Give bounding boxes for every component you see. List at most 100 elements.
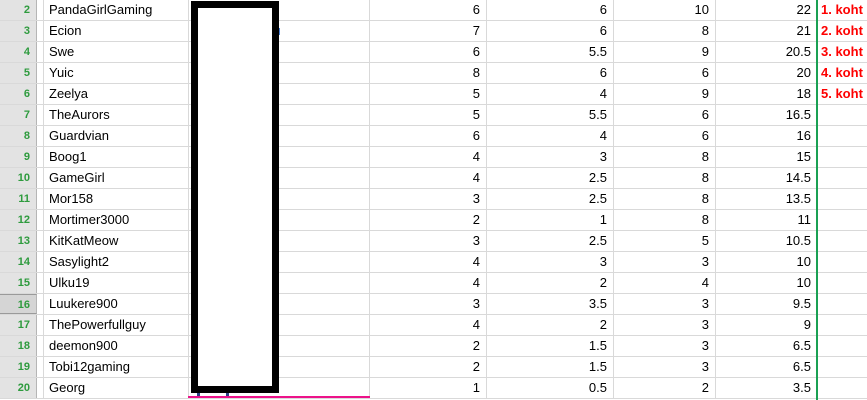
row-header[interactable]: 18: [0, 336, 37, 356]
cell-total[interactable]: 3.5: [792, 380, 811, 395]
cell-rank-label[interactable]: 5. koht: [821, 86, 863, 101]
cell-player-name[interactable]: Ulku19: [44, 273, 189, 293]
cell-rank-label[interactable]: 3. koht: [821, 44, 863, 59]
cell-score-1[interactable]: 4: [370, 273, 487, 293]
cell-player-name[interactable]: PandaGirlGaming: [44, 0, 189, 20]
cell-score-3[interactable]: 8: [614, 189, 716, 209]
row-header[interactable]: 12: [0, 210, 37, 230]
cell-score-3[interactable]: 8: [614, 210, 716, 230]
cell-score-3[interactable]: 6: [614, 63, 716, 83]
cell-hidden-column[interactable]: [189, 21, 370, 41]
cell-rank-label[interactable]: 4. koht: [821, 65, 863, 80]
cell-rank-label[interactable]: 1. koht: [821, 2, 863, 17]
cell-hidden-column[interactable]: [189, 357, 370, 377]
cell-score-1[interactable]: 3: [370, 231, 487, 251]
cell-score-3[interactable]: 3: [614, 336, 716, 356]
cell-score-2[interactable]: 4: [487, 84, 614, 104]
cell-player-name[interactable]: TheAurors: [44, 105, 189, 125]
cell-empty-narrow[interactable]: [37, 378, 44, 398]
cell-rank-label[interactable]: [817, 357, 867, 377]
cell-score-1[interactable]: 2: [370, 357, 487, 377]
cell-score-2[interactable]: 3: [487, 147, 614, 167]
row-header[interactable]: 15: [0, 273, 37, 293]
cell-score-3[interactable]: 8: [614, 168, 716, 188]
cell-score-2[interactable]: 1: [487, 210, 614, 230]
cell-rank-label[interactable]: [817, 336, 867, 356]
cell-total[interactable]: 9: [803, 317, 811, 332]
cell-score-3[interactable]: 6: [614, 126, 716, 146]
cell-total[interactable]: 10: [796, 254, 811, 269]
cell-player-name[interactable]: Tobi12gaming: [44, 357, 189, 377]
cell-score-2[interactable]: 2.5: [487, 168, 614, 188]
cell-total[interactable]: 10: [796, 275, 811, 290]
cell-hidden-column[interactable]: [189, 84, 370, 104]
cell-hidden-column[interactable]: [189, 378, 370, 398]
row-header[interactable]: 8: [0, 126, 37, 146]
row-header[interactable]: 10: [0, 168, 37, 188]
cell-rank-label[interactable]: [817, 168, 867, 188]
cell-score-2[interactable]: 2: [487, 315, 614, 335]
cell-empty-narrow[interactable]: [37, 168, 44, 188]
row-header[interactable]: 13: [0, 231, 37, 251]
cell-score-3[interactable]: 8: [614, 147, 716, 167]
cell-hidden-column[interactable]: [189, 189, 370, 209]
cell-rank-label[interactable]: [817, 378, 867, 398]
cell-player-name[interactable]: Georg: [44, 378, 189, 398]
cell-empty-narrow[interactable]: [37, 147, 44, 167]
cell-hidden-column[interactable]: [189, 336, 370, 356]
cell-player-name[interactable]: KitKatMeow: [44, 231, 189, 251]
cell-total[interactable]: 20: [796, 65, 811, 80]
cell-score-3[interactable]: 6: [614, 105, 716, 125]
cell-hidden-column[interactable]: [189, 126, 370, 146]
cell-player-name[interactable]: Mortimer3000: [44, 210, 189, 230]
cell-score-2[interactable]: 5.5: [487, 105, 614, 125]
cell-player-name[interactable]: deemon900: [44, 336, 189, 356]
cell-score-1[interactable]: 6: [370, 42, 487, 62]
cell-score-1[interactable]: 3: [370, 189, 487, 209]
cell-player-name[interactable]: Mor158: [44, 189, 189, 209]
cell-rank-label[interactable]: [817, 231, 867, 251]
cell-empty-narrow[interactable]: [37, 357, 44, 377]
cell-score-2[interactable]: 4: [487, 126, 614, 146]
cell-score-3[interactable]: 3: [614, 357, 716, 377]
cell-empty-narrow[interactable]: [37, 42, 44, 62]
cell-score-1[interactable]: 2: [370, 210, 487, 230]
cell-empty-narrow[interactable]: [37, 294, 44, 314]
cell-hidden-column[interactable]: [189, 0, 370, 20]
row-header[interactable]: 20: [0, 378, 37, 398]
row-header[interactable]: 9: [0, 147, 37, 167]
cell-hidden-column[interactable]: [189, 294, 370, 314]
cell-score-2[interactable]: 2.5: [487, 231, 614, 251]
cell-hidden-column[interactable]: [189, 315, 370, 335]
cell-rank-label[interactable]: [817, 189, 867, 209]
cell-empty-narrow[interactable]: [37, 84, 44, 104]
cell-hidden-column[interactable]: [189, 273, 370, 293]
cell-hidden-column[interactable]: [189, 252, 370, 272]
cell-total[interactable]: 21: [796, 23, 811, 38]
row-header[interactable]: 16: [0, 294, 37, 314]
row-header[interactable]: 11: [0, 189, 37, 209]
cell-hidden-column[interactable]: [189, 147, 370, 167]
cell-score-3[interactable]: 4: [614, 273, 716, 293]
cell-total[interactable]: 16: [796, 128, 811, 143]
cell-rank-label[interactable]: [817, 147, 867, 167]
row-header[interactable]: 19: [0, 357, 37, 377]
cell-score-3[interactable]: 3: [614, 252, 716, 272]
cell-score-1[interactable]: 4: [370, 168, 487, 188]
cell-score-3[interactable]: 5: [614, 231, 716, 251]
row-header[interactable]: 2: [0, 0, 37, 20]
cell-empty-narrow[interactable]: [37, 189, 44, 209]
cell-score-1[interactable]: 1: [370, 378, 487, 398]
cell-empty-narrow[interactable]: [37, 252, 44, 272]
cell-player-name[interactable]: Yuic: [44, 63, 189, 83]
cell-score-3[interactable]: 9: [614, 84, 716, 104]
cell-total[interactable]: 15: [796, 149, 811, 164]
cell-hidden-column[interactable]: [189, 42, 370, 62]
cell-hidden-column[interactable]: [189, 105, 370, 125]
cell-player-name[interactable]: Boog1: [44, 147, 189, 167]
cell-score-3[interactable]: 8: [614, 21, 716, 41]
cell-score-3[interactable]: 2: [614, 378, 716, 398]
cell-score-1[interactable]: 5: [370, 105, 487, 125]
cell-score-2[interactable]: 6: [487, 63, 614, 83]
cell-score-1[interactable]: 4: [370, 315, 487, 335]
